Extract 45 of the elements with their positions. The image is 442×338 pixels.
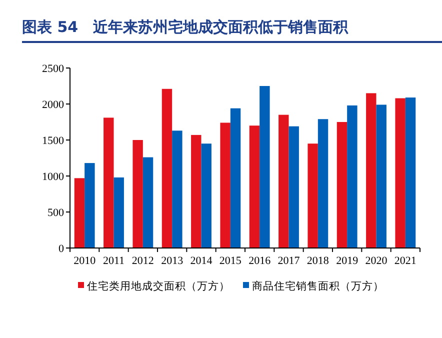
x-tick-label: 2018 <box>306 255 330 267</box>
bar <box>172 130 182 248</box>
bar <box>191 134 202 248</box>
y-tick-label: 1000 <box>42 170 64 183</box>
x-tick-label: 2016 <box>248 255 272 267</box>
bar <box>336 122 348 248</box>
y-tick-label: 2500 <box>42 62 64 75</box>
bar <box>260 86 270 248</box>
bar <box>318 119 328 248</box>
y-tick-label: 2000 <box>42 98 64 111</box>
y-tick-label: 1500 <box>42 134 64 147</box>
bar <box>114 177 124 248</box>
bar <box>132 140 143 248</box>
x-tick-label: 2013 <box>161 255 184 267</box>
y-tick-label: 0 <box>58 242 64 255</box>
legend-label: 商品住宅销售面积（万方） <box>252 280 384 293</box>
bar <box>220 122 230 248</box>
x-tick-label: 2010 <box>74 255 96 267</box>
bar <box>308 144 318 248</box>
x-tick-label: 2015 <box>219 255 242 267</box>
legend-label: 住宅类用地成交面积（万方） <box>87 280 230 293</box>
bar <box>366 93 376 248</box>
chart-title: 图表 54 近年来苏州宅地成交面积低于销售面积 <box>22 18 350 36</box>
x-tick-label: 2020 <box>365 255 388 267</box>
bar <box>405 98 416 248</box>
bar <box>104 118 114 248</box>
x-tick-label: 2014 <box>190 255 213 267</box>
bar <box>395 98 406 248</box>
bar <box>230 108 241 248</box>
bar <box>201 144 212 248</box>
y-tick-label: 500 <box>48 206 64 219</box>
bar <box>249 126 260 248</box>
bar <box>142 157 154 248</box>
x-tick-label: 2017 <box>278 255 300 267</box>
bar <box>74 178 85 248</box>
bar <box>288 126 299 248</box>
bar <box>376 104 386 248</box>
bar <box>278 114 289 248</box>
x-tick-label: 2012 <box>132 255 154 267</box>
bar <box>347 105 358 248</box>
x-tick-label: 2019 <box>336 255 359 267</box>
x-tick-label: 2021 <box>394 255 416 267</box>
bar <box>162 88 172 248</box>
x-tick-label: 2011 <box>102 255 125 267</box>
bar <box>84 163 95 248</box>
